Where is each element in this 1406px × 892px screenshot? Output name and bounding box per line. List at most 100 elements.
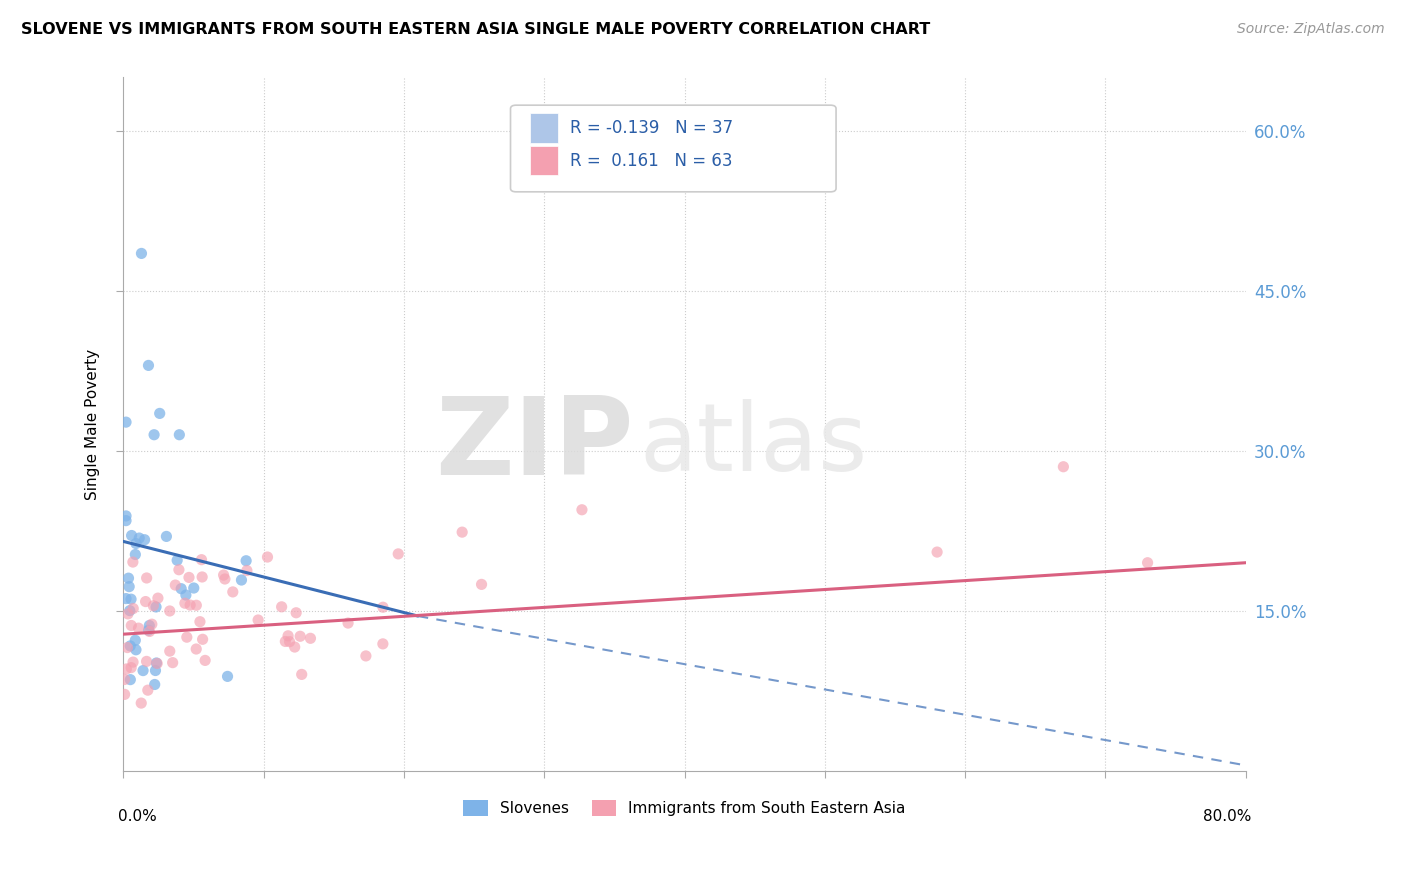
Point [166,553,188,567]
Point [159,644,181,658]
Point [120,592,142,607]
Point [236,564,259,578]
Legend: Slovenes, Immigrants from South Eastern Asia: Slovenes, Immigrants from South Eastern … [457,794,912,822]
Point [146,591,169,606]
Point [179,598,201,612]
Point [145,599,167,614]
Point [124,633,146,648]
Point [169,427,191,442]
Point [146,657,169,671]
Point [191,632,214,647]
Point [122,655,145,669]
Point [278,634,301,648]
Point [118,580,141,594]
Point [274,634,297,648]
Point [138,359,160,373]
Point [138,624,160,638]
Point [285,606,308,620]
Text: atlas: atlas [640,399,868,491]
Point [371,637,394,651]
Point [145,656,167,670]
Point [125,642,148,657]
Point [155,529,177,543]
Point [128,531,150,545]
Text: 80.0%: 80.0% [1204,809,1251,824]
Point [371,600,394,615]
Point [120,660,142,674]
Point [120,639,142,653]
Point [284,640,307,654]
Point [129,696,152,710]
Point [1136,556,1159,570]
Point [115,508,138,523]
FancyBboxPatch shape [510,105,837,192]
Point [217,669,239,683]
Point [135,654,157,668]
Point [127,621,149,635]
Point [125,536,148,550]
Point [117,571,139,585]
Point [277,629,299,643]
Point [122,555,145,569]
Point [124,548,146,562]
Point [121,528,143,542]
Point [135,594,157,608]
Point [337,616,360,631]
Text: Source: ZipAtlas.com: Source: ZipAtlas.com [1237,22,1385,37]
Point [190,552,212,566]
Point [115,591,138,606]
Point [177,570,200,584]
Point [222,585,245,599]
Bar [530,146,558,175]
Point [165,578,187,592]
Point [162,656,184,670]
Point [115,662,138,676]
Text: R = -0.139   N = 37: R = -0.139 N = 37 [569,119,733,137]
Point [451,525,474,540]
Y-axis label: Single Male Poverty: Single Male Poverty [86,349,100,500]
Point [194,653,217,667]
Point [235,554,257,568]
Point [115,514,138,528]
Text: SLOVENE VS IMMIGRANTS FROM SOUTH EASTERN ASIA SINGLE MALE POVERTY CORRELATION CH: SLOVENE VS IMMIGRANTS FROM SOUTH EASTERN… [21,22,931,37]
Point [120,673,142,687]
Point [117,640,139,655]
Point [176,630,198,644]
Point [159,604,181,618]
Point [131,246,153,260]
Point [387,547,409,561]
Point [470,577,492,591]
Point [288,629,311,643]
Point [354,648,377,663]
Point [214,572,236,586]
Point [925,545,948,559]
Point [115,415,138,429]
Point [143,677,166,691]
Point [114,687,136,701]
Point [299,632,322,646]
Point [134,533,156,547]
Text: R =  0.161   N = 63: R = 0.161 N = 63 [569,152,733,169]
Point [114,673,136,687]
Point [136,683,159,698]
Text: ZIP: ZIP [436,392,634,498]
Point [291,667,314,681]
Point [212,568,235,582]
Point [231,573,253,587]
Point [191,570,214,584]
Point [117,607,139,621]
Point [1052,459,1074,474]
Point [132,664,155,678]
Point [120,618,142,632]
Point [122,601,145,615]
Point [571,502,593,516]
Point [256,549,278,564]
Point [183,581,205,595]
Point [188,615,211,629]
Point [141,617,163,632]
Point [247,613,270,627]
Point [118,604,141,618]
Bar [530,113,558,143]
Point [143,427,166,442]
Point [167,563,190,577]
